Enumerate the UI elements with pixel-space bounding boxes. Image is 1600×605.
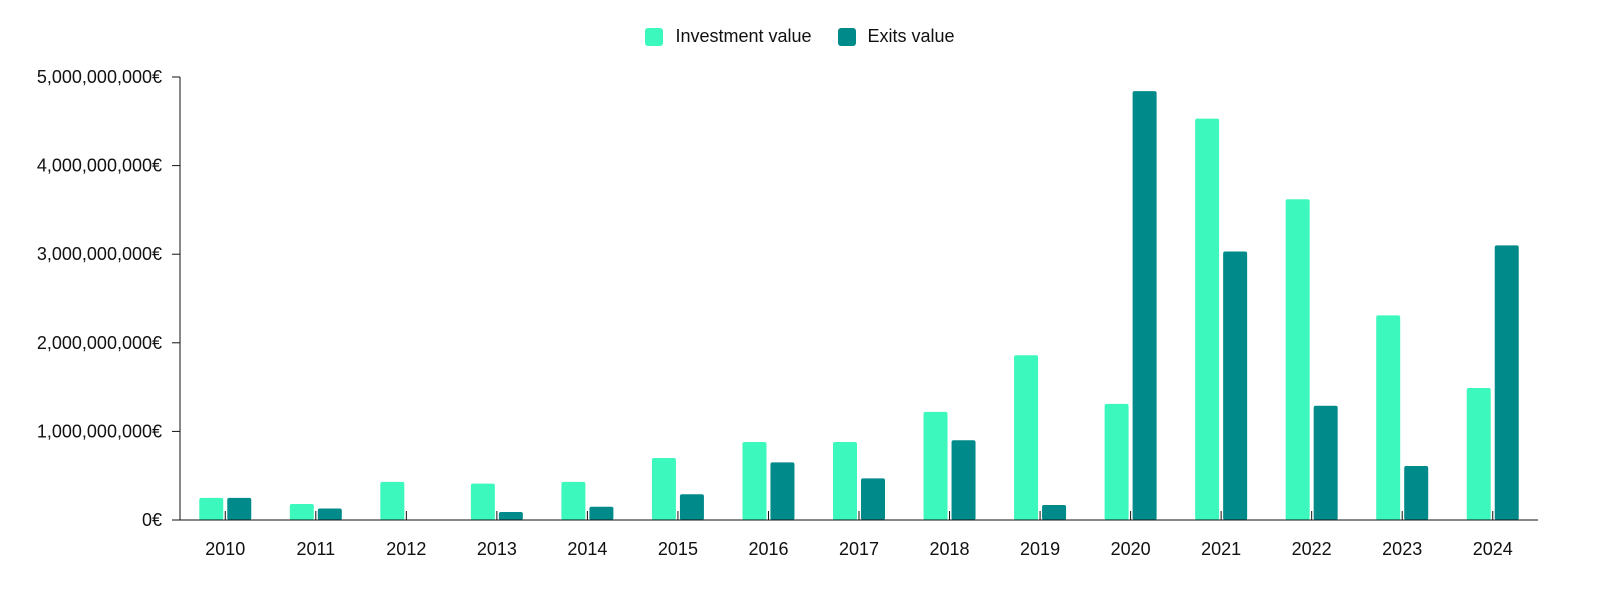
bar-investment-2024 [1466, 387, 1491, 520]
y-tick-label: 3,000,000,000€ [37, 244, 162, 264]
x-tick-label: 2022 [1292, 539, 1332, 559]
y-tick-label: 5,000,000,000€ [37, 67, 162, 87]
x-tick-label: 2012 [386, 539, 426, 559]
bar-investment-2016 [742, 442, 767, 520]
bar-exits-2024 [1494, 245, 1519, 520]
x-tick-label: 2023 [1382, 539, 1422, 559]
legend-swatch-exits [837, 27, 856, 46]
x-tick-label: 2019 [1020, 539, 1060, 559]
bar-exits-2021 [1223, 251, 1248, 521]
legend-item-investment[interactable]: Investment value [645, 26, 812, 47]
bar-investment-2014 [561, 481, 586, 520]
x-tick-label: 2020 [1111, 539, 1151, 559]
bar-investment-2012 [380, 481, 405, 520]
bar-exits-2011 [317, 508, 342, 520]
legend: Investment value Exits value [0, 26, 1600, 47]
y-tick-label: 1,000,000,000€ [37, 421, 162, 441]
bar-exits-2014 [589, 506, 614, 520]
bar-exits-2023 [1404, 465, 1429, 520]
bar-investment-2020 [1104, 403, 1129, 520]
bar-investment-2017 [833, 442, 857, 520]
x-tick-label: 2013 [477, 539, 517, 559]
bar-investment-2015 [651, 457, 676, 520]
bar-exits-2019 [1042, 504, 1067, 520]
bar-investment-2011 [289, 504, 314, 520]
x-tick-label: 2017 [839, 539, 879, 559]
bar-investment-2010 [199, 497, 224, 520]
bar-exits-2017 [861, 478, 885, 520]
bar-exits-2020 [1132, 91, 1157, 521]
bar-exits-2015 [679, 494, 704, 520]
legend-item-exits[interactable]: Exits value [837, 26, 955, 47]
bar-exits-2022 [1313, 405, 1338, 520]
bar-exits-2016 [770, 462, 795, 520]
bar-investment-2013 [470, 483, 495, 520]
bar-investment-2018 [923, 411, 948, 520]
bar-investment-2019 [1014, 355, 1039, 520]
bar-investment-2023 [1376, 315, 1401, 520]
bar-exits-2010 [227, 497, 252, 520]
bar-exits-2013 [498, 512, 523, 520]
x-tick-label: 2016 [748, 539, 788, 559]
bar-exits-2018 [951, 440, 976, 520]
x-tick-label: 2010 [205, 539, 245, 559]
bar-investment-2021 [1195, 118, 1220, 520]
y-tick-label: 0€ [142, 510, 162, 530]
x-tick-label: 2015 [658, 539, 698, 559]
y-tick-label: 2,000,000,000€ [37, 333, 162, 353]
y-tick-label: 4,000,000,000€ [37, 156, 162, 176]
x-tick-label: 2018 [930, 539, 970, 559]
x-tick-label: 2014 [567, 539, 607, 559]
legend-label-exits: Exits value [867, 26, 955, 46]
bar-investment-2022 [1285, 199, 1310, 520]
x-tick-label: 2011 [296, 539, 335, 559]
x-tick-label: 2024 [1473, 539, 1513, 559]
legend-label-investment: Investment value [675, 26, 812, 46]
x-tick-label: 2021 [1201, 539, 1241, 559]
legend-swatch-investment [645, 27, 664, 46]
